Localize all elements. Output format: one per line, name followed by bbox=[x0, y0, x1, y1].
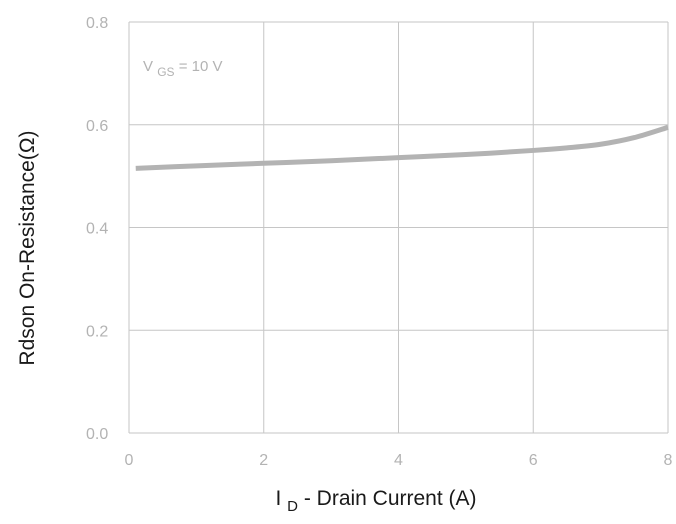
y-tick-label: 0.2 bbox=[86, 323, 108, 340]
x-axis-title-rest: - Drain Current (A) bbox=[304, 487, 477, 510]
y-tick-label: 0.6 bbox=[86, 118, 108, 135]
y-tick-label: 0.8 bbox=[86, 15, 108, 32]
annotation-rest: = 10 V bbox=[179, 58, 223, 75]
x-tick-label: 6 bbox=[529, 452, 538, 469]
x-tick-label: 2 bbox=[259, 452, 268, 469]
y-tick-labels: 0.0 0.2 0.4 0.6 0.8 bbox=[86, 15, 108, 443]
series-layer bbox=[135, 124, 669, 171]
annotation-sub: GS bbox=[157, 65, 174, 79]
y-axis-title: Rdson On-Resistance(Ω) bbox=[16, 130, 39, 365]
y-tick-label: 0.0 bbox=[86, 426, 108, 443]
grid bbox=[128, 21, 669, 434]
annotation-main: V bbox=[143, 58, 153, 75]
series-line-0 bbox=[135, 124, 669, 171]
x-tick-label: 4 bbox=[394, 452, 403, 469]
x-axis-title-main: I bbox=[275, 487, 281, 510]
x-axis-title-sub: D bbox=[287, 498, 298, 515]
annotation: V GS = 10 V bbox=[143, 58, 223, 80]
x-tick-label: 8 bbox=[664, 452, 673, 469]
y-tick-label: 0.4 bbox=[86, 221, 108, 238]
x-axis-title: I D - Drain Current (A) bbox=[275, 487, 476, 516]
x-tick-label: 0 bbox=[125, 452, 134, 469]
x-tick-labels: 0 2 4 6 8 bbox=[125, 452, 673, 469]
